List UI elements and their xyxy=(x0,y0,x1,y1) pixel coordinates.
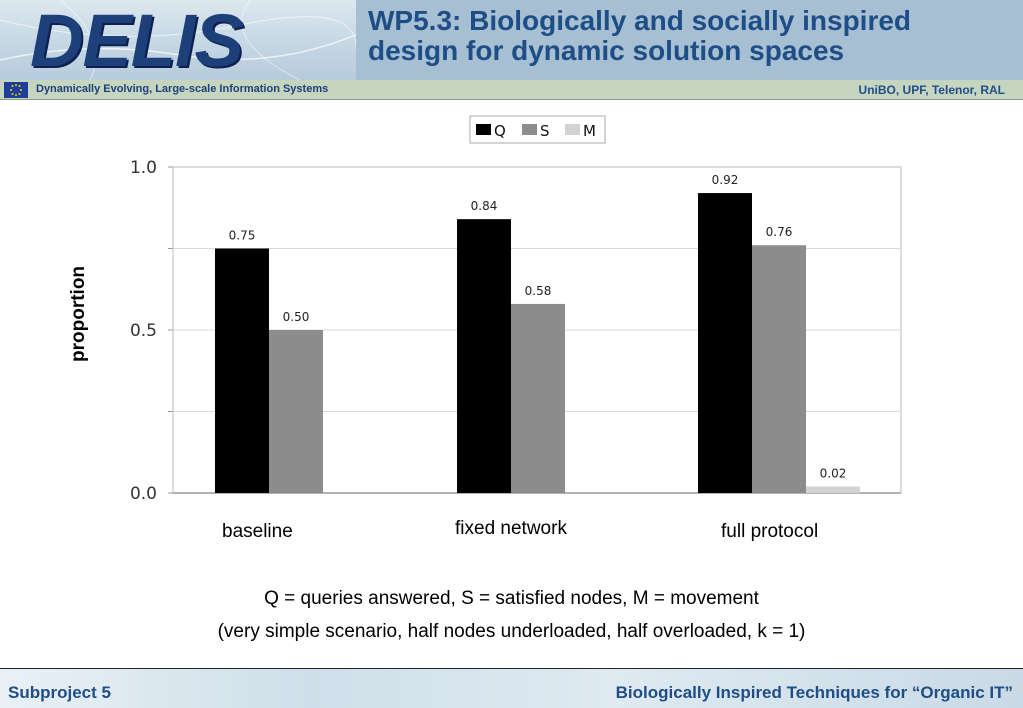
project-fullname: Dynamically Evolving, Large-scale Inform… xyxy=(36,83,329,95)
data-label: 0.84 xyxy=(471,199,498,213)
logo-text: DELIS xyxy=(30,0,244,80)
data-label: 0.58 xyxy=(525,284,552,298)
y-tick-label: 1.0 xyxy=(130,158,157,178)
bar-S-full-protocol xyxy=(752,245,806,493)
footer-topic: Biologically Inspired Techniques for “Or… xyxy=(615,683,1013,702)
data-label: 0.92 xyxy=(712,173,739,187)
slide-title: WP5.3: Biologically and socially inspire… xyxy=(368,5,912,66)
bar-M-full-protocol xyxy=(806,486,860,493)
logo-background-pattern xyxy=(0,0,356,80)
caption-legend-explanation: Q = queries answered, S = satisfied node… xyxy=(264,588,759,609)
legend-swatch-Q xyxy=(476,124,491,135)
footer: Subproject 5 Biologically Inspired Techn… xyxy=(0,669,1023,708)
y-tick-label: 0.5 xyxy=(130,321,157,341)
category-label-baseline: baseline xyxy=(222,521,293,542)
bar-Q-baseline xyxy=(215,248,269,493)
legend-swatch-M xyxy=(565,124,580,135)
legend-box xyxy=(469,115,606,144)
data-label: 0.76 xyxy=(766,225,793,239)
logo: DELIS xyxy=(0,0,356,80)
bar-Q-fixed-network xyxy=(457,219,511,493)
bar-S-baseline xyxy=(269,330,323,493)
title-area: WP5.3: Biologically and socially inspire… xyxy=(356,0,1023,80)
legend-label-M: M xyxy=(583,122,596,140)
caption-scenario: (very simple scenario, half nodes underl… xyxy=(217,621,806,642)
data-label: 0.75 xyxy=(229,229,256,243)
y-axis-label: proportion xyxy=(68,265,89,362)
legend-label-S: S xyxy=(540,122,550,140)
data-label: 0.50 xyxy=(283,310,310,324)
y-tick-label: 0.0 xyxy=(130,484,157,504)
subheader-bar: Dynamically Evolving, Large-scale Inform… xyxy=(0,80,1023,100)
legend-label-Q: Q xyxy=(494,122,506,140)
category-label-full-protocol: full protocol xyxy=(721,521,819,542)
legend-swatch-S xyxy=(522,124,537,135)
footer-divider xyxy=(0,668,1023,669)
bar-Q-full-protocol xyxy=(698,193,752,493)
eu-stars-icon xyxy=(10,84,22,96)
footer-subproject: Subproject 5 xyxy=(8,683,111,702)
bar-S-fixed-network xyxy=(511,303,565,493)
bar-chart: 0.0 0.5 1.0 0.75 0.84 0.92 0.50 0.58 0.76 0.02 Q S M xyxy=(130,115,902,504)
eu-flag-icon xyxy=(4,82,28,98)
header: DELIS WP5.3: Biologically and socially i… xyxy=(0,0,1023,80)
category-label-fixed-network: fixed network xyxy=(455,518,567,539)
partners: UniBO, UPF, Telenor, RAL xyxy=(858,83,1005,97)
data-label: 0.02 xyxy=(820,466,847,480)
